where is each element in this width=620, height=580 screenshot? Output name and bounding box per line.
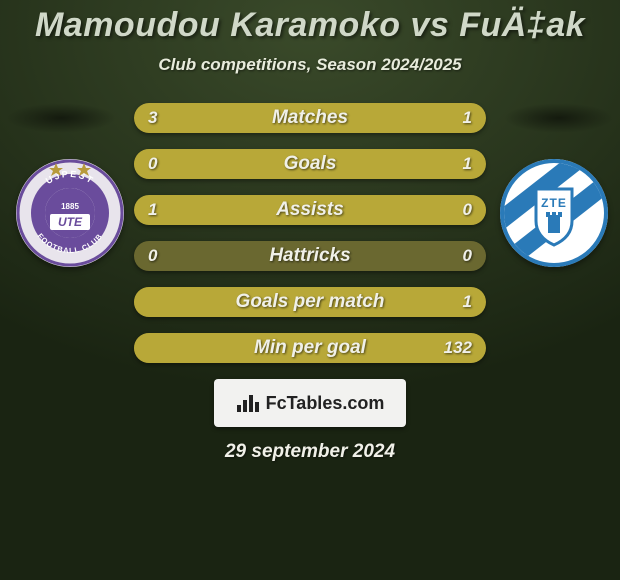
stat-value-right: 0 (463, 195, 472, 225)
stat-row: Matches3 1 (134, 103, 486, 133)
attribution-text: FcTables.com (266, 393, 385, 414)
stat-row: Goals per match1 (134, 287, 486, 317)
stat-label: Assists (134, 195, 486, 225)
stat-value-left: 1 (148, 195, 157, 225)
page-subtitle: Club competitions, Season 2024/2025 (0, 55, 620, 75)
stat-value-right: 132 (444, 333, 472, 363)
stat-label: Min per goal (134, 333, 486, 363)
stat-value-right: 1 (463, 287, 472, 317)
stat-value-right: 1 (463, 149, 472, 179)
stat-value-left: 3 (148, 103, 157, 133)
svg-text:ZTE: ZTE (541, 196, 567, 210)
page-title: Mamoudou Karamoko vs FuÄ‡ak (0, 0, 620, 45)
comparison-infographic: Mamoudou Karamoko vs FuÄ‡ak Club competi… (0, 0, 620, 580)
date-text: 29 september 2024 (0, 441, 620, 463)
stat-value-right: 1 (463, 103, 472, 133)
stat-label: Hattricks (134, 241, 486, 271)
content-area: UJPEST FOOTBALL CLUB 1885 UTE (0, 103, 620, 463)
svg-text:1885: 1885 (61, 202, 79, 211)
stat-row: Goals0 1 (134, 149, 486, 179)
club-crest-right: ZTE (500, 159, 608, 267)
stat-label: Matches (134, 103, 486, 133)
stat-row: Hattricks0 0 (134, 241, 486, 271)
player-shadow-left (6, 103, 116, 133)
attribution-badge: FcTables.com (214, 379, 406, 427)
stat-value-left: 0 (148, 149, 157, 179)
stat-label: Goals (134, 149, 486, 179)
stat-bars: Matches31Goals01Assists10Hattricks00Goal… (134, 103, 486, 363)
bar-chart-icon (236, 393, 260, 413)
stat-row: Min per goal132 (134, 333, 486, 363)
club-crest-left: UJPEST FOOTBALL CLUB 1885 UTE (16, 159, 124, 267)
stat-label: Goals per match (134, 287, 486, 317)
player-shadow-right (504, 103, 614, 133)
stat-value-right: 0 (463, 241, 472, 271)
svg-text:UTE: UTE (58, 215, 83, 229)
stat-row: Assists1 0 (134, 195, 486, 225)
stat-value-left: 0 (148, 241, 157, 271)
